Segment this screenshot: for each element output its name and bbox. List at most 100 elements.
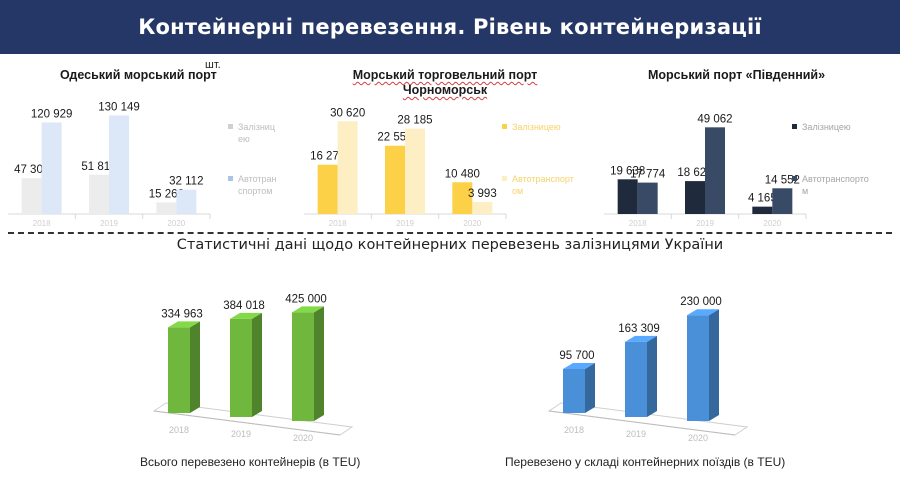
bar [21,178,42,214]
category-label: 2018 [33,219,51,228]
bar-top [230,312,262,319]
bar [89,174,109,214]
legend-label-line: Залізницею [512,122,561,132]
chart-caption-trains: Перевезено у складі контейнерних поїздів… [505,455,786,469]
category-label: 2019 [626,429,646,439]
category-label: 2020 [293,433,313,443]
bar-side [252,312,262,417]
legend-swatch [228,124,233,129]
category-label: 2018 [629,219,647,228]
chart-title-chornomorsk-text: Морський торговельний порт Чорноморськ [352,68,538,97]
bar [317,164,338,214]
category-label: 2019 [396,219,414,228]
bar [752,206,773,214]
bar [563,368,585,413]
bar [705,127,725,214]
value-label: 95 700 [559,350,594,362]
value-label: 17 774 [630,169,666,181]
chart-title-pivdennyi: Морський порт «Південний» [648,68,826,82]
category-label: 2018 [169,425,189,435]
section-divider [8,232,892,234]
category-label: 2020 [463,219,481,228]
legend-label-line: ею [238,134,250,144]
legend-label: Залізницею [802,122,851,132]
page-title: Контейнерні перевезення. Рівень контейне… [138,15,762,39]
value-label: 15 266 [149,188,184,200]
legend-swatch [502,124,507,129]
category-label: 2018 [329,219,347,228]
legend-label-line: Залізницею [802,122,851,132]
legend-label: Залізницею [512,122,561,132]
unit-label: шт. [205,59,221,71]
bar-side [585,362,595,413]
category-label: 2019 [231,429,251,439]
bar [687,315,709,421]
section-title: Статистичні дані щодо контейнерних перев… [176,237,724,253]
chart-title-chornomorsk: Морський торговельний порт Чорноморськ [330,68,560,98]
bar [41,122,62,214]
legend-label-line: спортом [238,186,272,196]
value-label: 32 112 [169,176,203,188]
bar-top [687,309,719,316]
legend-swatch [502,176,507,181]
bar [625,341,647,417]
legend-swatch [792,176,797,181]
legend-label: Автотран спортом [238,174,277,196]
legend-label: Автотранспорт ом [512,174,574,196]
bar [472,201,493,214]
category-label: 2020 [763,219,781,228]
value-label: 28 185 [397,115,432,127]
category-label: 2019 [100,219,118,228]
bar [156,202,177,214]
value-label: 120 929 [31,108,73,120]
bar [230,318,252,417]
value-label: 10 480 [445,168,480,180]
value-label: 163 309 [618,323,660,335]
bar [637,182,658,214]
category-label: 2020 [167,219,185,228]
legend-label-line: Автотран [238,174,277,184]
category-label: 2018 [564,425,584,435]
legend-label-line: Автотранспорто [802,174,869,184]
chart-total-teu: 334 963 2018 384 018 2019 425 000 2020 [152,293,354,443]
value-label: 30 620 [330,107,365,119]
legend-label-line: ом [512,186,523,196]
bar-side [709,309,719,421]
value-label: 3 993 [468,188,497,200]
value-label: 18 626 [677,167,712,179]
legend-label: Залізниц ею [238,122,275,144]
legend-swatch [228,176,233,181]
bar [109,115,129,214]
bar-top [168,321,200,328]
bar-side [647,335,657,417]
chart-axis [153,410,341,436]
bar-side [314,306,324,421]
value-label: 16 273 [310,151,345,163]
bar [772,188,793,214]
bar [452,182,473,214]
bar-top [292,306,324,313]
bar [617,179,638,214]
value-label: 4 165 [748,193,777,205]
value-label: 334 963 [161,308,203,320]
bar-side [190,321,200,413]
bar [168,327,190,413]
bar [685,181,705,214]
header-banner: Контейнерні перевезення. Рівень контейне… [0,0,900,54]
chart-title-odesa: Одеський морський порт [60,68,217,82]
bar [292,312,314,421]
bar-top [625,335,657,342]
category-label: 2020 [688,433,708,443]
value-label: 47 305 [14,164,49,176]
chart-container-trains-teu: 95 700 2018 163 309 2019 230 000 2020 [547,296,749,443]
legend-label-line: Автотранспорт [512,174,574,184]
chart-chornomorsk: 2018 16 273 30 620 2019 22 550 28 185 2020 10 4… [304,107,574,228]
chart-odesa: 2018 47 305 120 929 2019 51 818 130 149 2020 15… [8,101,277,228]
chart-axis [548,410,736,436]
legend-label-line: Залізниц [238,122,275,132]
legend-swatch [792,124,797,129]
value-label: 22 550 [377,132,412,144]
value-label: 130 149 [98,101,140,113]
